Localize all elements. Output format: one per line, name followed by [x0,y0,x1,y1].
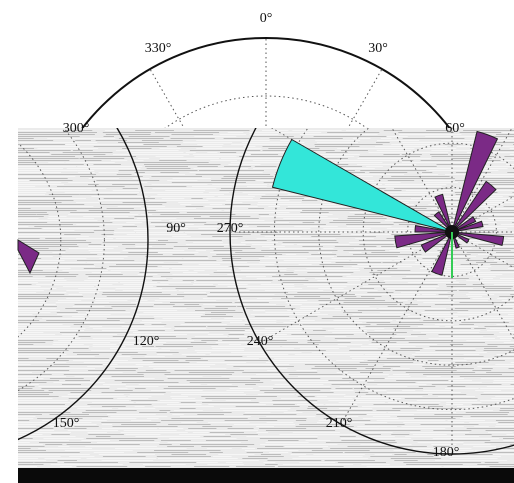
angular-gridline [451,195,514,233]
angle-tick-label: 240° [247,334,274,349]
rose-sector [451,220,484,233]
angle-tick-label: 150° [53,416,80,431]
angle-tick-label: 120° [133,334,160,349]
outer-ring [79,37,453,130]
bottom-bar [18,468,514,483]
radial-gridline [407,187,497,277]
angular-gridline [451,231,514,269]
angle-tick-label: 210° [326,416,353,431]
rose-sector [17,239,40,275]
angular-gridline [391,128,453,233]
angular-gridline [259,231,453,344]
rose-sector [451,216,477,233]
radial-gridline [161,95,371,130]
angle-tick-label: 330° [145,41,172,56]
angle-tick-label: 300° [63,121,90,136]
rose-sector [271,138,453,233]
angle-tick-label: 270° [217,221,244,236]
rose-sector [434,193,453,233]
radial-gridline [18,128,105,392]
angle-tick-label: 90° [166,221,186,236]
main-rose-chart [271,130,505,278]
angular-gridline [451,128,513,233]
rose-sector [394,231,453,249]
glitch-panel-bg [18,128,514,483]
angular-tick-labels: 0° 30° 60° 300° 330° 90° 120° 150° 180° 210° 240° 2… [53,11,465,460]
rose-sector [431,231,453,276]
rose-sector [414,225,453,233]
angular-gridline [451,231,514,341]
radial-gridline [18,142,62,338]
rose-sector [451,130,499,233]
angle-tick-label: 0° [260,11,273,26]
angle-tick-label: 60° [445,121,465,136]
rose-sector [451,180,497,233]
rose-sector [420,231,453,253]
radial-gridline [0,153,17,327]
left-clipped-rose [17,239,40,275]
angular-gridline [340,231,453,425]
angle-tick-label: 30° [368,41,388,56]
background-polar-frame [79,37,453,130]
rose-sector [451,231,505,247]
angle-tick-label: 180° [433,445,460,460]
left-rose-outer-ring [18,128,149,441]
